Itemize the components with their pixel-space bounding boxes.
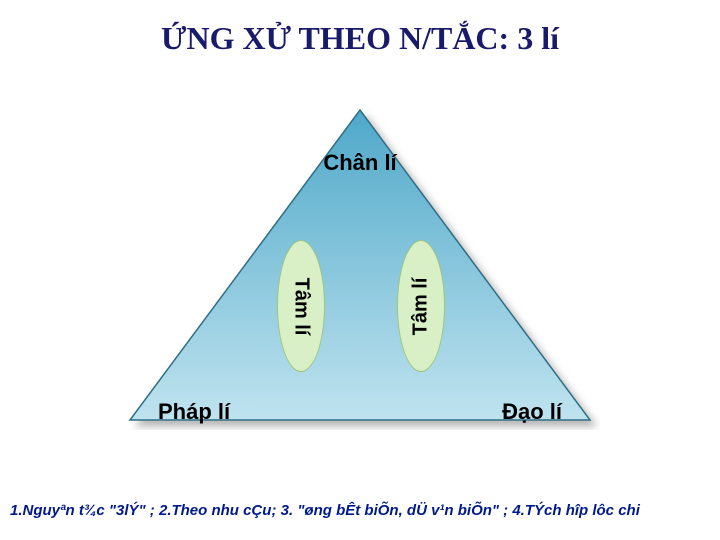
side-oval-right: Tâm lí (397, 240, 445, 372)
base-right-label: Đạo lí (502, 399, 562, 425)
triangle-diagram: Chân lí Pháp lí Đạo lí Tâm lí Tâm lí (120, 100, 600, 430)
side-right-label: Tâm lí (410, 277, 433, 335)
side-oval-left: Tâm lí (277, 240, 325, 372)
base-left-label: Pháp lí (158, 399, 230, 425)
slide-title: ỨNG XỬ THEO N/TẮC: 3 lí (0, 20, 720, 57)
slide: ỨNG XỬ THEO N/TẮC: 3 lí Chân lí Pháp lí … (0, 0, 720, 540)
apex-label: Chân lí (323, 150, 396, 176)
side-left-label: Tâm lí (290, 277, 313, 335)
footer-note: 1.Nguyªn t¾c "3lÝ" ; 2.Theo nhu cÇu; 3. … (10, 501, 710, 521)
